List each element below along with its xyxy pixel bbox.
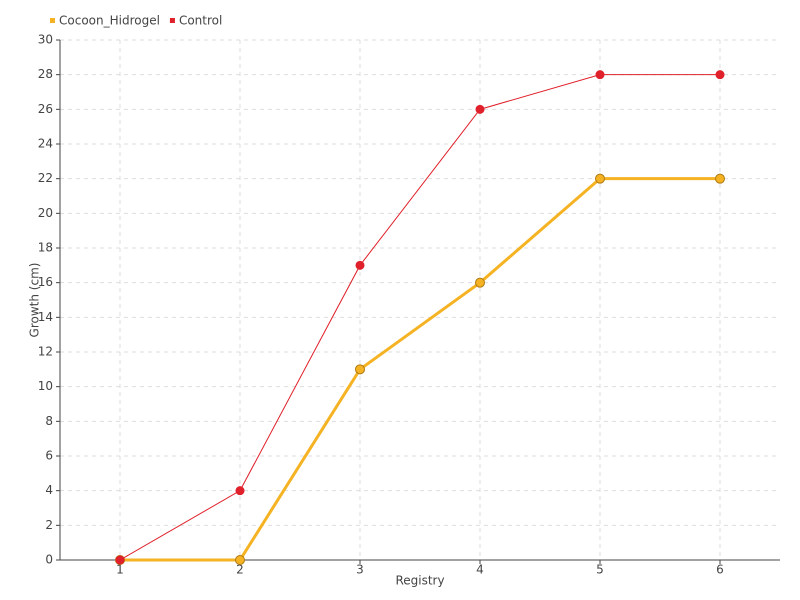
data-point <box>475 104 485 114</box>
data-point <box>355 364 365 375</box>
y-tick-label: 0 <box>45 553 53 567</box>
x-tick-label: 6 <box>716 563 724 577</box>
data-point <box>715 70 725 80</box>
y-tick-label: 24 <box>38 137 53 151</box>
y-tick-label: 22 <box>38 171 53 185</box>
y-tick-label: 30 <box>38 33 53 47</box>
y-tick-label: 10 <box>38 379 53 393</box>
y-tick-label: 14 <box>38 310 53 324</box>
x-tick-label: 4 <box>476 563 484 577</box>
data-point <box>235 555 245 565</box>
legend-swatch <box>169 18 175 23</box>
y-tick-label: 8 <box>45 414 53 428</box>
y-tick-label: 28 <box>38 67 53 81</box>
y-tick-label: 6 <box>45 449 53 463</box>
data-point <box>475 277 485 288</box>
y-tick-label: 18 <box>38 241 53 255</box>
y-tick-label: 16 <box>38 275 53 289</box>
data-point <box>595 173 605 184</box>
series-line <box>120 177 720 562</box>
x-tick-label: 2 <box>236 563 244 577</box>
series-line <box>119 74 720 561</box>
data-point <box>595 70 605 80</box>
y-tick-label: 12 <box>38 345 53 359</box>
legend-label: Control <box>179 14 222 28</box>
y-tick-label: 20 <box>38 206 53 220</box>
data-point <box>355 260 365 270</box>
data-point <box>115 555 125 565</box>
legend-swatch <box>50 18 55 23</box>
legend-label: Cocoon_Hidrogel <box>59 14 160 28</box>
x-tick-label: 5 <box>596 563 604 577</box>
x-tick-label: 3 <box>356 563 364 577</box>
y-tick-label: 4 <box>45 483 53 497</box>
data-point <box>715 173 725 184</box>
x-axis-label: Registry <box>395 574 444 588</box>
y-axis-label: Growth (cm) <box>28 263 42 338</box>
data-point <box>235 486 245 496</box>
y-tick-label: 26 <box>38 102 53 116</box>
y-tick-label: 2 <box>45 518 53 532</box>
x-tick-label: 1 <box>116 563 124 577</box>
